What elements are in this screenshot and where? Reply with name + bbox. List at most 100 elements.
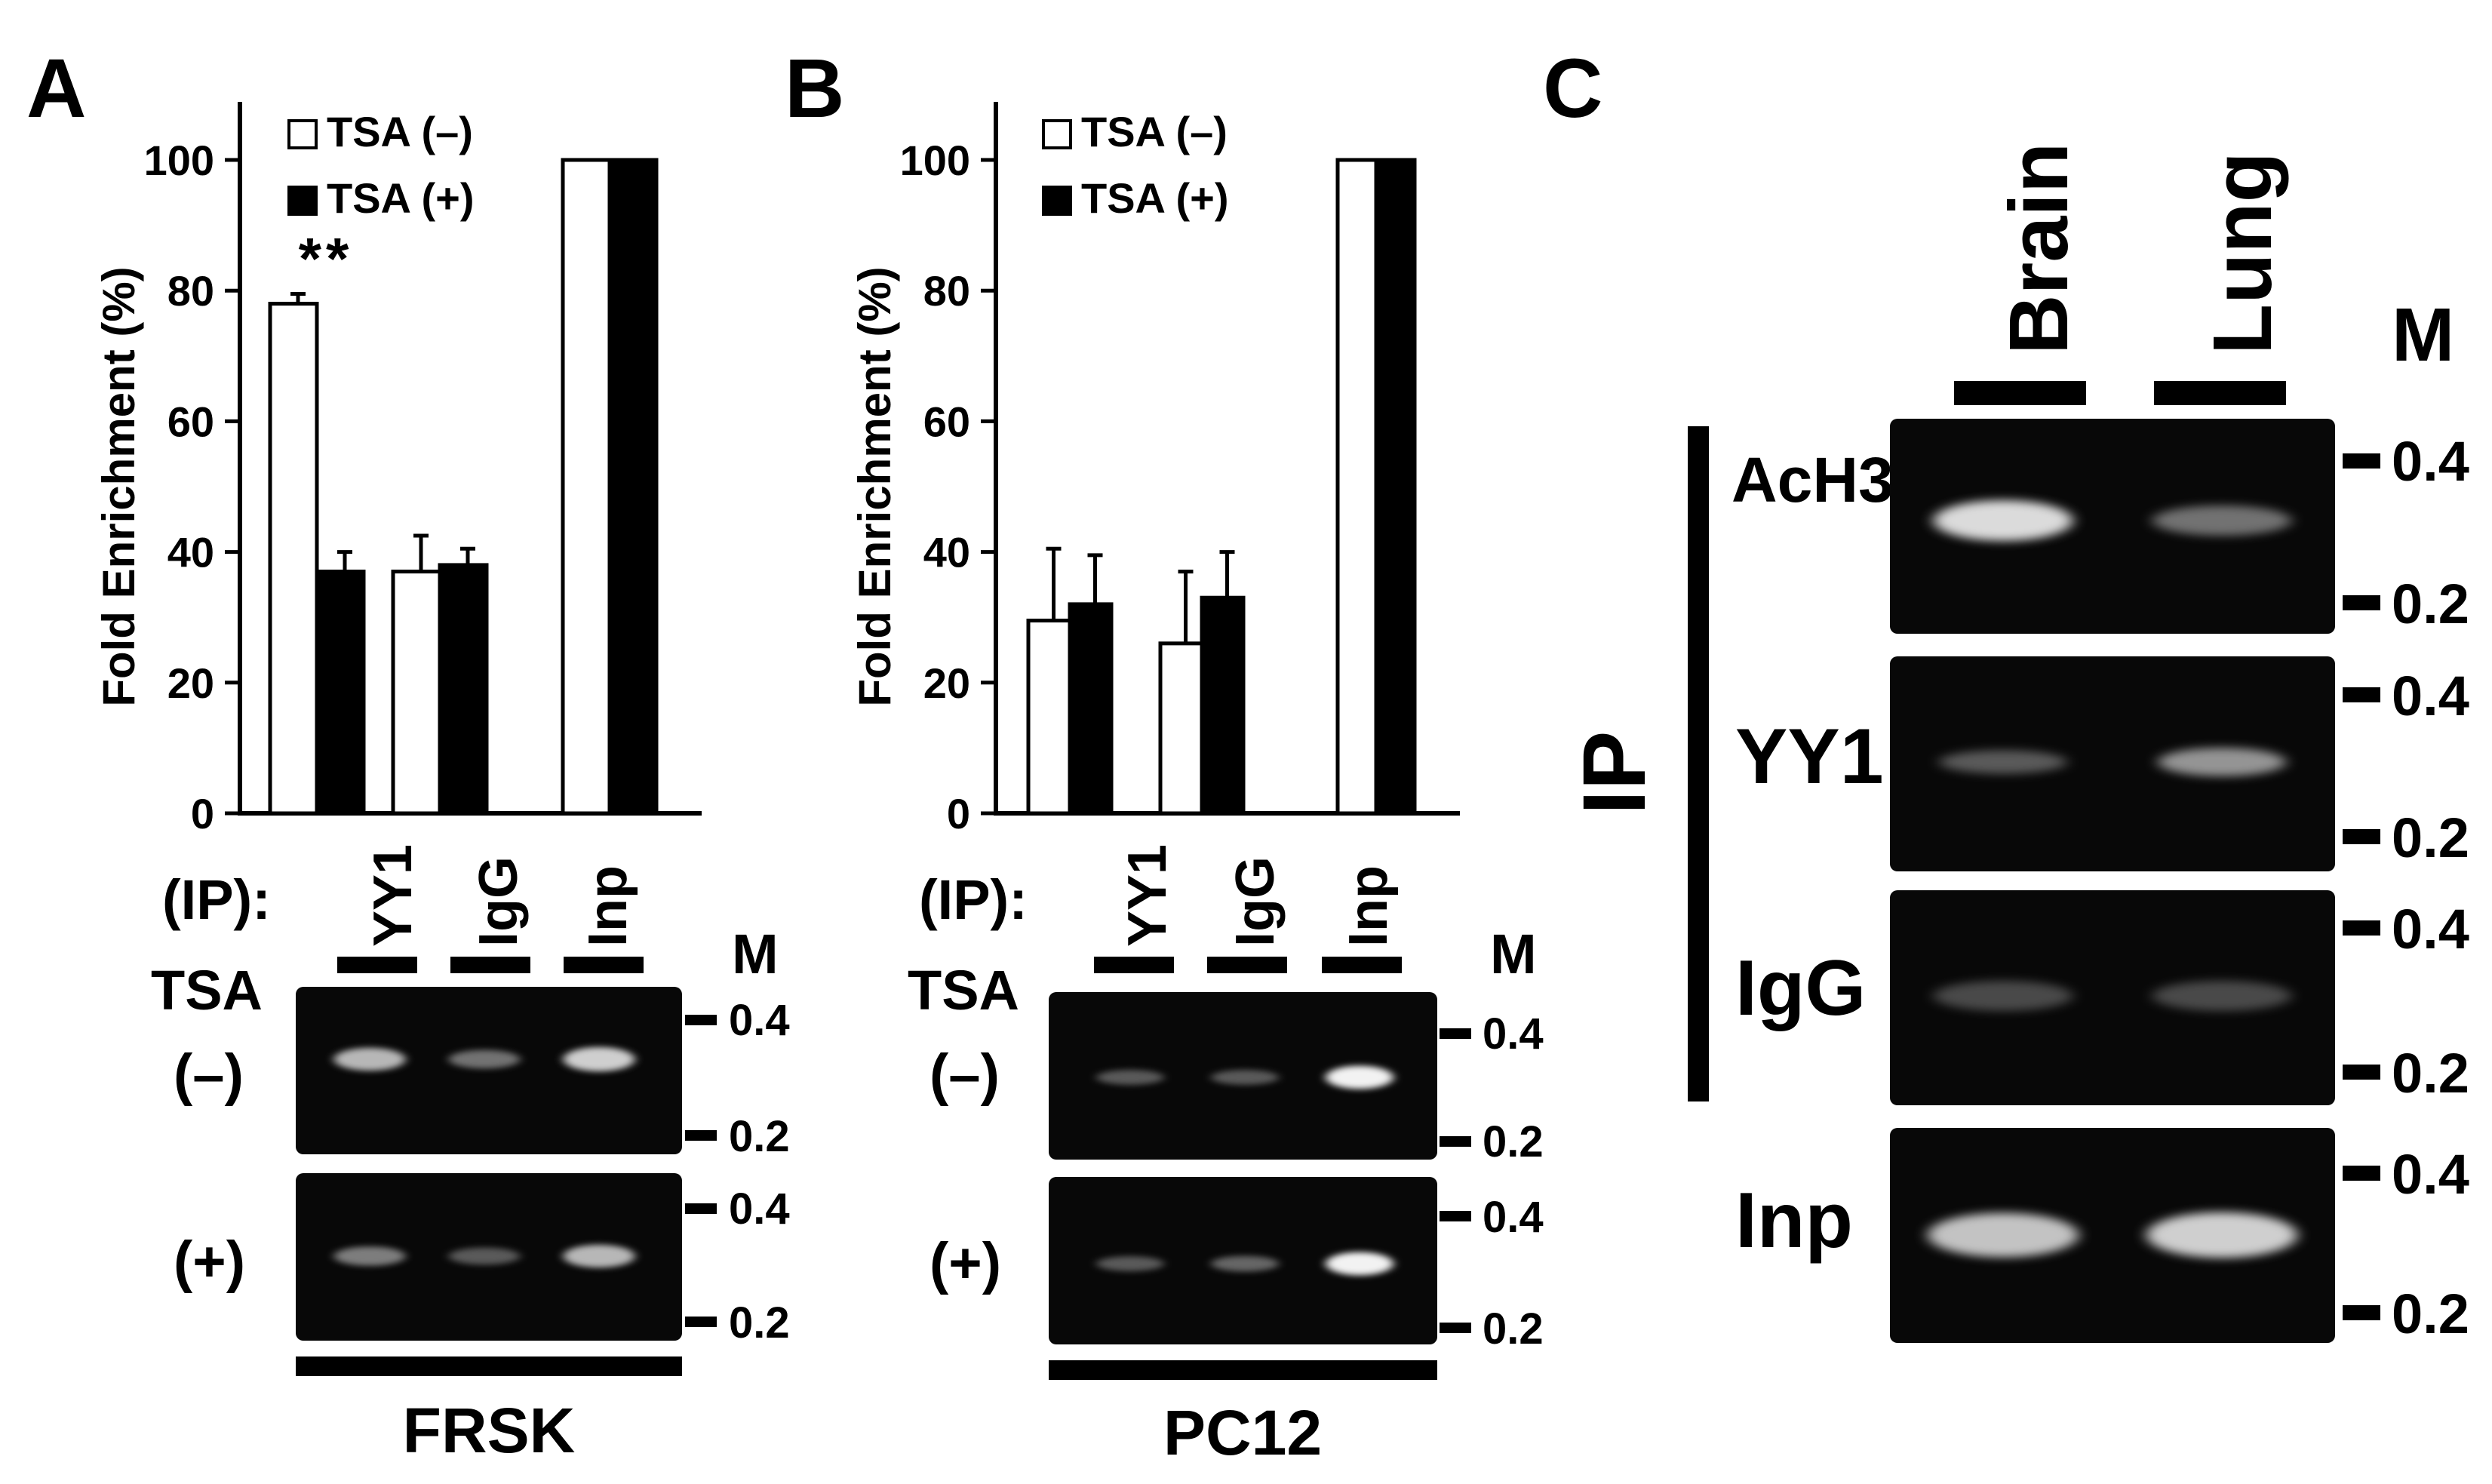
gel-c-yy1 [1890, 656, 2335, 871]
gel-band-b-plus-lane-2 [1211, 1255, 1279, 1272]
legend-label-tsa-minus-b: TSA (–) [1081, 108, 1228, 155]
marker-tick-04-c-inp [2343, 1166, 2380, 1181]
gel-a-plus [296, 1173, 682, 1341]
lane-bar-igg-b [1207, 957, 1287, 973]
legend-label-tsa-minus-a: TSA (–) [327, 108, 473, 155]
gel-band-b-plus-lane-1 [1096, 1256, 1164, 1271]
condition-minus-b: (–) [930, 1043, 1000, 1107]
marker-size-04-a-minus: 0.4 [729, 996, 790, 1045]
marker-size-04-c-ach3: 0.4 [2392, 430, 2469, 493]
gel-c-ach3 [1890, 419, 2335, 634]
gel-band-c-ach3-lane-1 [1933, 499, 2073, 542]
category-label-yy1-a: YY1 [363, 844, 423, 947]
gel-band-c-ach3-lane-2 [2152, 505, 2292, 536]
marker-size-04-c-inp: 0.4 [2392, 1143, 2469, 1206]
bar-chart-b: 0 20 40 60 80 100 Fold Enrichment (%) TSA (–) TS… [850, 102, 1460, 837]
marker-size-04-c-igg: 0.4 [2392, 898, 2469, 960]
marker-tick-02-c-inp [2343, 1305, 2380, 1320]
gel-band-b-minus-lane-3 [1326, 1065, 1393, 1089]
condition-plus-a: (+) [174, 1230, 245, 1294]
gel-band-c-inp-lane-2 [2146, 1212, 2297, 1258]
marker-tick-04-a-minus [685, 1015, 717, 1025]
marker-size-02-b-plus: 0.2 [1483, 1304, 1544, 1353]
gel-band-a-minus-lane-2 [448, 1049, 521, 1069]
lane-bar-inp-b [1322, 957, 1402, 973]
cell-line-label-b: PC12 [1163, 1397, 1322, 1468]
ip-label-b: (IP): [919, 868, 1028, 931]
bar-inp-tsa-minus-b [1335, 158, 1378, 816]
y-axis-label-b: Fold Enrichment (%) [850, 266, 900, 706]
tissue-label-lung: Lung [2196, 152, 2289, 355]
marker-label-b: M [1490, 923, 1537, 985]
y-tick-label-100-a: 100 [144, 137, 214, 184]
panel-letter-a: A [26, 42, 86, 135]
y-tick-label-80-a: 80 [167, 267, 214, 315]
marker-size-02-c-igg: 0.2 [2392, 1042, 2469, 1105]
legend-label-tsa-plus-a: TSA (+) [327, 174, 474, 222]
y-tick-label-0-a: 0 [191, 790, 214, 837]
category-label-inp-a: Inp [578, 865, 638, 947]
row-label-inp: Inp [1735, 1177, 1853, 1264]
gel-band-c-yy1-lane-2 [2158, 748, 2286, 776]
legend-swatch-tsa-minus-b [1042, 119, 1072, 149]
legend-label-tsa-plus-b: TSA (+) [1081, 174, 1228, 222]
marker-tick-02-a-plus [685, 1317, 717, 1327]
bar-yy1-tsa-minus-b [1026, 619, 1072, 816]
gel-a-minus [296, 987, 682, 1154]
lane-bar-igg-a [450, 957, 530, 973]
cell-line-underline-a [296, 1356, 682, 1376]
gel-b-plus [1049, 1177, 1437, 1344]
gel-band-a-minus-lane-3 [563, 1046, 635, 1072]
y-tick-label-20-a: 20 [167, 659, 214, 707]
gel-band-a-minus-lane-1 [333, 1047, 406, 1071]
marker-size-02-a-minus: 0.2 [729, 1112, 790, 1161]
bar-yy1-tsa-plus-b [1068, 602, 1114, 816]
marker-tick-04-b-minus [1440, 1028, 1471, 1039]
y-tick-label-60-a: 60 [167, 398, 214, 445]
y-axis-label-a: Fold Enrichment (%) [94, 266, 144, 706]
tsa-label-b: TSA [908, 959, 1019, 1022]
gel-band-c-yy1-lane-1 [1939, 750, 2067, 774]
marker-size-04-b-plus: 0.4 [1483, 1193, 1544, 1242]
bar-yy1-tsa-minus-a [268, 302, 319, 816]
category-label-igg-b: IgG [1225, 856, 1286, 947]
lane-bar-brain [1954, 381, 2086, 405]
panel-letter-b: B [785, 42, 844, 135]
lane-bar-inp-a [564, 957, 644, 973]
tissue-label-brain: Brain [1993, 143, 2085, 355]
bar-igg-tsa-plus-a [438, 563, 489, 816]
marker-tick-04-c-igg [2343, 920, 2380, 936]
gel-c-yy1-bg [1890, 656, 2335, 871]
bar-inp-tsa-plus-a [607, 158, 659, 816]
gel-a-minus-bg [296, 987, 682, 1154]
gel-c-igg [1890, 890, 2335, 1105]
gel-band-b-minus-lane-1 [1096, 1070, 1164, 1085]
ip-bracket-line [1688, 426, 1709, 1101]
legend-swatch-tsa-plus-a [287, 186, 318, 216]
panel-c: C Brain Lung M IP AcH3 0.4 0.2 YY1 0.4 0… [1543, 42, 2469, 1345]
marker-size-02-b-minus: 0.2 [1483, 1117, 1544, 1166]
gel-c-inp-bg [1890, 1128, 2335, 1343]
marker-label-a: M [732, 923, 779, 985]
marker-tick-02-c-igg [2343, 1065, 2380, 1080]
row-label-igg: IgG [1735, 945, 1866, 1032]
marker-tick-02-c-ach3 [2343, 595, 2380, 610]
lane-bar-yy1-b [1094, 957, 1174, 973]
gel-c-igg-bg [1890, 890, 2335, 1105]
marker-tick-04-c-yy1 [2343, 687, 2380, 702]
legend-swatch-tsa-minus-a [287, 119, 318, 149]
marker-tick-02-a-minus [685, 1130, 717, 1141]
gel-band-b-plus-lane-3 [1326, 1252, 1393, 1276]
gel-band-c-igg-lane-2 [2152, 980, 2292, 1012]
panel-b: B 0 20 40 60 80 100 Fold Enrichment (%) TSA (–)… [785, 42, 1544, 1468]
cell-line-underline-b [1049, 1360, 1437, 1380]
category-label-inp-b: Inp [1338, 865, 1399, 947]
gel-b-minus [1049, 992, 1437, 1160]
bar-igg-tsa-minus-a [391, 570, 442, 816]
gel-band-a-plus-lane-2 [448, 1247, 521, 1265]
y-tick-label-80-b: 80 [923, 267, 970, 315]
row-label-yy1: YY1 [1735, 713, 1884, 800]
bar-inp-tsa-plus-b [1374, 158, 1417, 816]
